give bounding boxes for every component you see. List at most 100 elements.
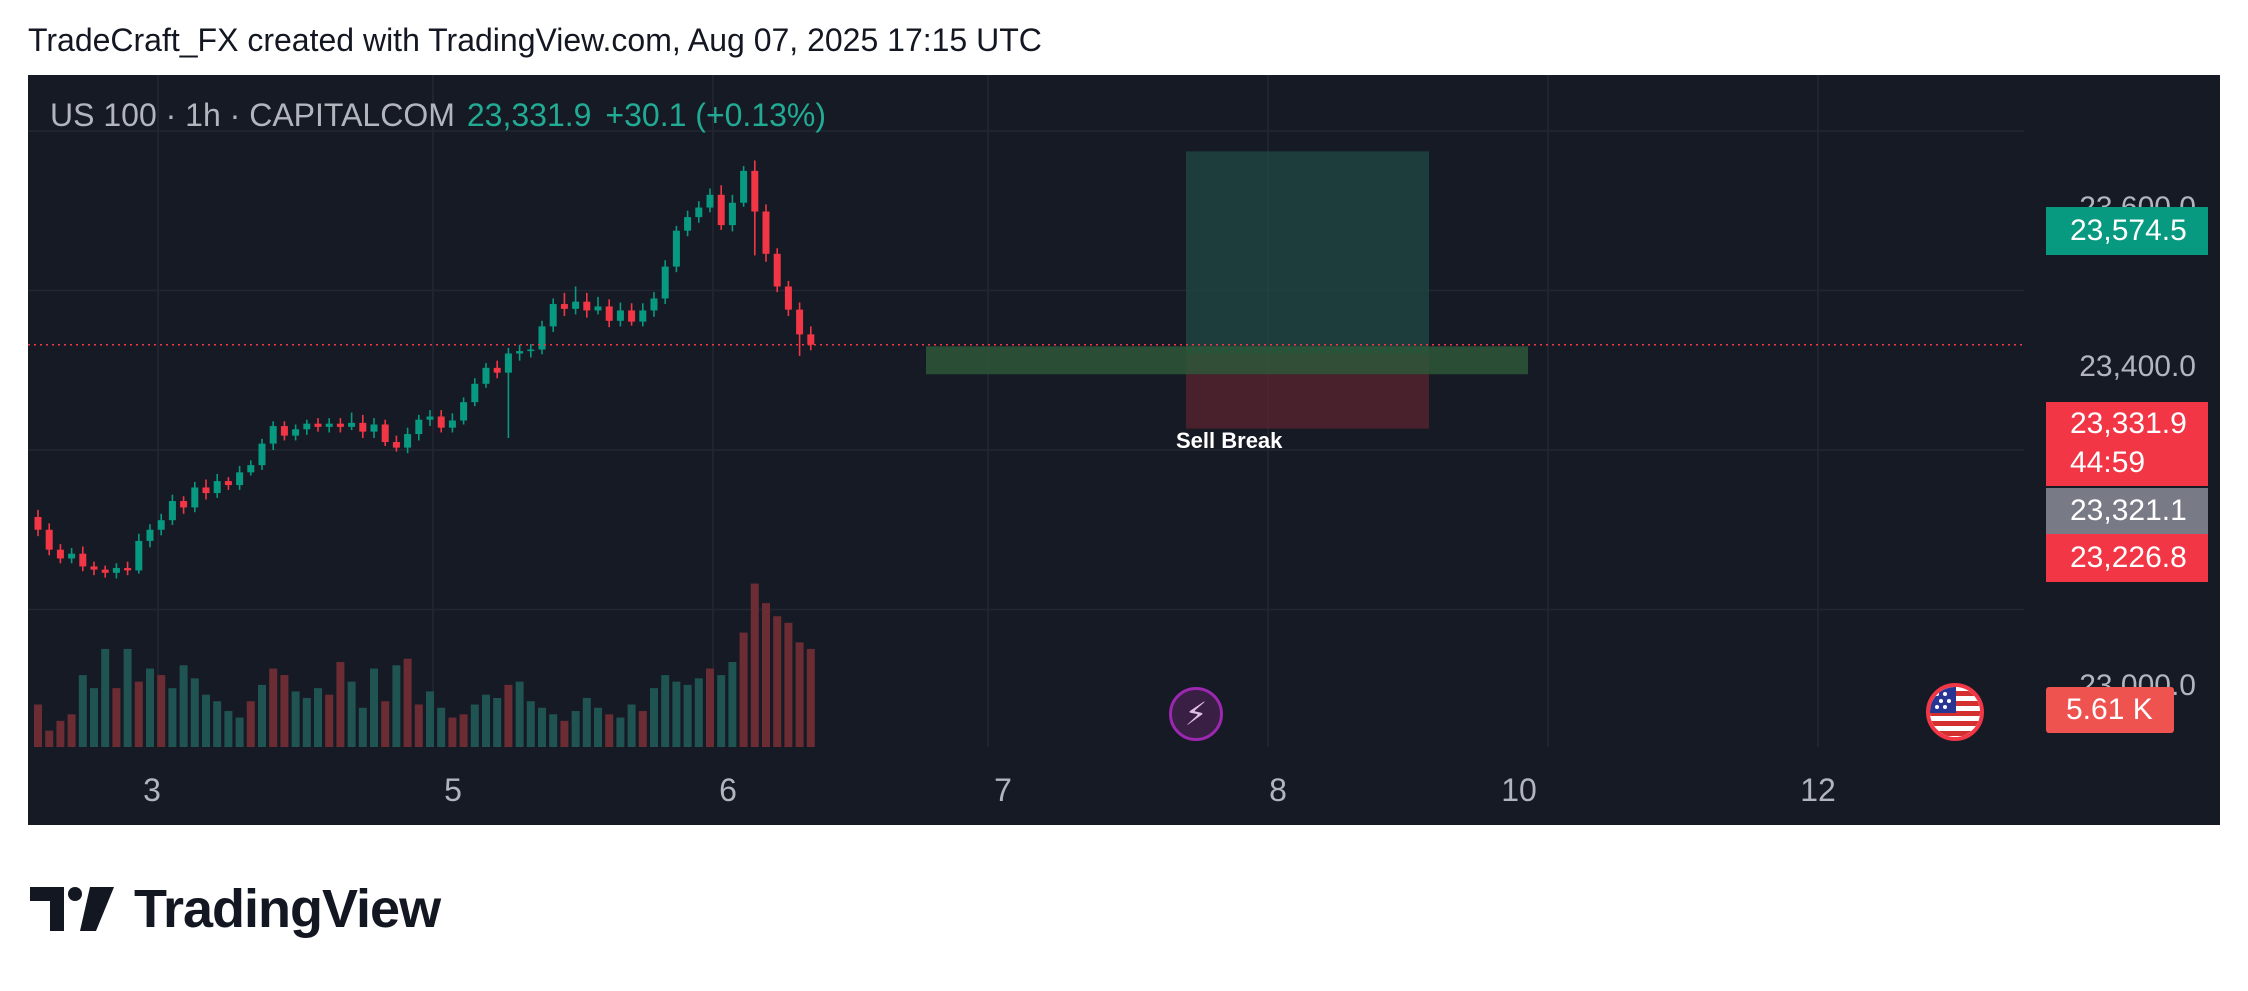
candle-body — [135, 540, 143, 571]
current-price-tag: 23,331.9 44:59 — [2046, 402, 2208, 486]
volume-bar — [638, 711, 647, 747]
candle-body — [784, 286, 792, 310]
candle-body — [773, 253, 781, 287]
candle-body — [695, 207, 703, 218]
candle-body — [258, 443, 266, 466]
volume-bar — [202, 694, 210, 747]
candle-body — [650, 298, 658, 311]
volume-bar — [773, 616, 782, 747]
candle-body — [213, 481, 221, 494]
volume-bar — [112, 688, 121, 747]
volume-bar — [168, 688, 177, 747]
symbol-name[interactable]: US 100 · 1h · CAPITALCOM — [50, 97, 455, 133]
candle-body — [280, 426, 288, 436]
volume-bar — [694, 678, 703, 747]
candle-body — [359, 422, 367, 432]
price-chart[interactable] — [28, 75, 2220, 825]
volume-bar — [78, 675, 87, 747]
volume-bar — [717, 675, 726, 747]
volume-bar — [381, 701, 390, 747]
volume-bar — [806, 648, 815, 747]
candle-body — [146, 529, 154, 541]
volume-bar — [627, 704, 636, 747]
tradingview-logo[interactable]: TradingView — [30, 878, 441, 940]
candle-body — [639, 310, 647, 322]
volume-bar — [728, 662, 737, 747]
candle-body — [672, 230, 680, 267]
candle-body — [684, 217, 692, 231]
volume-bar — [739, 632, 748, 747]
volume-bar — [90, 688, 98, 747]
candle-body — [605, 306, 613, 321]
x-tick-label: 6 — [719, 772, 737, 808]
volume-bar — [470, 704, 479, 747]
x-tick-label: 3 — [143, 772, 161, 808]
candle-body — [482, 367, 490, 384]
volume-tag: 5.61 K — [2046, 687, 2174, 733]
candle-body — [269, 426, 277, 444]
volume-bar — [325, 694, 334, 747]
candle-body — [661, 266, 669, 299]
candle-body — [583, 301, 591, 311]
candle-body — [594, 306, 602, 311]
chart-caption: TradeCraft_FX created with TradingView.c… — [28, 22, 1042, 58]
us-flag-graphic — [1930, 687, 1980, 737]
volume-bar — [549, 714, 558, 747]
short-position-tool — [926, 151, 1528, 429]
volume-bar — [190, 678, 199, 747]
candle-body — [168, 501, 176, 521]
volume-bar — [571, 711, 580, 747]
volume-bar — [594, 707, 602, 747]
candle-body — [572, 301, 580, 309]
volume-bar — [45, 730, 54, 747]
x-tick-label: 10 — [1501, 772, 1537, 808]
volume-bar — [157, 675, 166, 747]
volume-bar — [504, 684, 513, 747]
volume-bar — [224, 711, 233, 747]
candle-body — [448, 420, 456, 428]
lightning-bolt-icon[interactable]: ⚡ — [1169, 687, 1223, 741]
candle-body — [90, 566, 98, 570]
volume-bar — [538, 707, 546, 747]
candle-body — [437, 416, 445, 428]
volume-bar — [683, 684, 692, 747]
volume-bar — [437, 707, 446, 747]
volume-bar — [280, 675, 289, 747]
volume-bar — [650, 688, 658, 747]
candle-body — [68, 553, 76, 559]
candle-body — [460, 402, 468, 421]
candle-body — [706, 194, 714, 208]
volume-bar — [291, 691, 300, 747]
volume-bar — [336, 662, 345, 747]
sell-break-label[interactable]: Sell Break — [1176, 428, 1283, 453]
tradingview-wordmark: TradingView — [134, 879, 441, 939]
volume-bars — [34, 583, 815, 747]
candle-body — [549, 304, 557, 327]
volume-bar — [582, 697, 591, 747]
volume-bar — [448, 717, 457, 747]
volume-bar — [302, 697, 311, 747]
volume-bar — [616, 717, 625, 747]
volume-bar — [370, 668, 378, 747]
candle-body — [538, 326, 546, 350]
candle-body — [247, 465, 255, 473]
candle-body — [202, 487, 210, 494]
take-profit-zone — [1186, 151, 1429, 354]
us-flag-icon[interactable] — [1926, 683, 1984, 741]
candle-body — [471, 383, 479, 403]
candle-body — [616, 310, 624, 321]
candle-body — [157, 520, 165, 530]
candle-body — [236, 472, 244, 486]
volume-bar — [101, 648, 110, 747]
x-tick-label: 8 — [1269, 772, 1287, 808]
chart-panel[interactable]: US 100 · 1h · CAPITALCOM 23,331.9 +30.1 (+… — [28, 75, 2220, 825]
volume-bar — [414, 704, 423, 747]
candle-body — [292, 429, 300, 436]
volume-bar — [314, 688, 322, 747]
candle-body — [348, 422, 356, 427]
volume-bar — [515, 681, 524, 747]
volume-bar — [213, 701, 222, 747]
volume-bar — [269, 668, 278, 747]
candle-body — [628, 310, 636, 322]
candle-body — [180, 501, 188, 508]
